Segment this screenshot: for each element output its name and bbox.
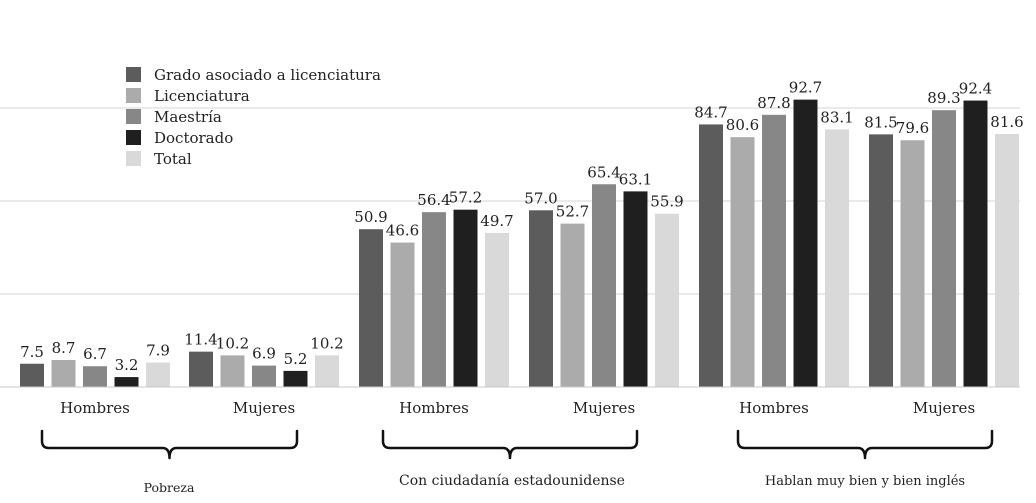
legend-label: Maestría — [154, 108, 222, 126]
category-label: Hombres — [60, 399, 130, 417]
group-label: Hablan muy bien y bien inglés — [765, 474, 965, 489]
value-label: 89.3 — [927, 89, 960, 107]
category-label: Mujeres — [573, 399, 635, 417]
legend-swatch — [126, 130, 141, 145]
bar — [283, 370, 308, 387]
bar — [359, 229, 383, 387]
bar — [869, 134, 893, 387]
legend-swatch — [126, 151, 141, 166]
value-label: 46.6 — [386, 222, 419, 240]
group-label: Pobreza — [144, 480, 195, 495]
bar — [485, 232, 509, 387]
value-label: 92.4 — [959, 80, 992, 98]
value-label: 84.7 — [694, 103, 727, 121]
value-label: 7.5 — [20, 343, 44, 361]
legend-label: Total — [154, 150, 192, 168]
value-label: 81.5 — [864, 113, 897, 131]
category-label: Hombres — [739, 399, 809, 417]
legend-label: Grado asociado a licenciatura — [154, 66, 381, 84]
group-brace — [381, 429, 639, 460]
value-label: 80.6 — [726, 116, 759, 134]
value-label: 55.9 — [650, 193, 683, 211]
value-label: 57.0 — [524, 189, 557, 207]
bar — [655, 213, 679, 387]
legend-label: Licenciatura — [154, 87, 250, 105]
bar — [825, 129, 849, 387]
legend: Grado asociado a licenciatura Licenciatur… — [126, 66, 381, 168]
bar — [995, 134, 1019, 387]
value-label: 92.7 — [789, 79, 822, 97]
group-brace — [40, 429, 299, 460]
value-label: 49.7 — [480, 212, 513, 230]
value-label: 11.4 — [184, 331, 217, 349]
bar — [762, 114, 786, 387]
bar — [83, 366, 107, 387]
value-label: 83.1 — [820, 108, 853, 126]
value-label: 10.2 — [310, 334, 343, 352]
bar — [252, 365, 276, 387]
bar — [453, 209, 478, 387]
bar — [623, 191, 648, 387]
value-label: 8.7 — [52, 339, 76, 357]
category-label: Mujeres — [233, 399, 295, 417]
value-labels: 7.5 11.4 50.9 57.0 84.7 81.5 8.7 10.2 46.6 52.7 80… — [20, 79, 1024, 374]
bar — [963, 100, 988, 387]
category-labels: Hombres Mujeres Hombres Mujeres Hombres Mujer… — [60, 399, 975, 417]
bars — [20, 99, 1019, 388]
bar — [699, 124, 723, 388]
bar — [422, 212, 446, 387]
bar — [189, 351, 213, 387]
legend-swatch — [126, 109, 141, 124]
value-label: 50.9 — [354, 208, 387, 226]
value-label: 6.9 — [252, 345, 276, 363]
bar — [900, 140, 925, 387]
value-label: 81.6 — [990, 113, 1023, 131]
bar — [592, 184, 616, 387]
value-label: 65.4 — [587, 163, 620, 181]
value-label: 5.2 — [284, 350, 308, 368]
value-label: 87.8 — [757, 94, 790, 112]
value-label: 52.7 — [556, 203, 589, 221]
bar — [114, 377, 139, 387]
value-label: 3.2 — [115, 356, 139, 374]
bar — [529, 210, 553, 387]
bar — [390, 242, 415, 387]
bar — [146, 362, 170, 387]
legend-swatch — [126, 88, 141, 103]
value-label: 56.4 — [417, 191, 450, 209]
bar — [220, 355, 245, 387]
bar — [315, 355, 339, 387]
legend-swatch — [126, 67, 141, 82]
category-label: Hombres — [399, 399, 469, 417]
value-label: 57.2 — [449, 189, 482, 207]
legend-label: Doctorado — [154, 129, 233, 147]
group-braces — [40, 429, 994, 460]
value-label: 63.1 — [619, 170, 652, 188]
value-label: 10.2 — [216, 334, 249, 352]
bar — [730, 137, 755, 387]
gridlines — [0, 107, 1020, 295]
group-labels: Pobreza Con ciudadanía estadounidense Habl… — [144, 473, 966, 495]
bar — [51, 360, 76, 387]
value-label: 7.9 — [146, 342, 170, 360]
value-label: 6.7 — [83, 345, 107, 363]
group-label: Con ciudadanía estadounidense — [399, 473, 625, 489]
value-label: 79.6 — [896, 119, 929, 137]
bar — [793, 99, 818, 387]
group-brace — [736, 429, 994, 460]
bar — [560, 223, 585, 387]
bar — [20, 363, 44, 387]
bar — [932, 110, 956, 388]
category-label: Mujeres — [913, 399, 975, 417]
